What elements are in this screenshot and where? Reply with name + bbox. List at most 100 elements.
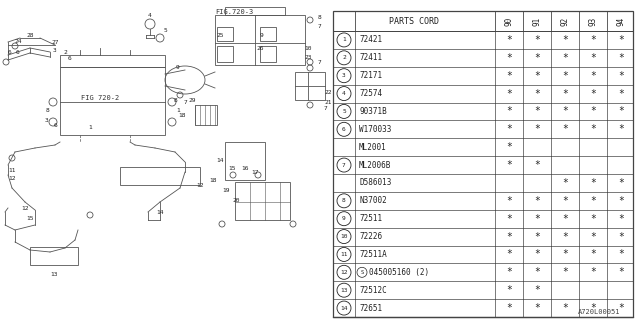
- Text: *: *: [506, 249, 512, 260]
- Text: 22: 22: [324, 90, 332, 94]
- Text: 25: 25: [216, 33, 224, 37]
- Text: *: *: [618, 107, 624, 116]
- Text: 15: 15: [26, 215, 34, 220]
- Text: 6: 6: [53, 123, 57, 127]
- Text: 93: 93: [589, 16, 598, 26]
- Text: *: *: [506, 160, 512, 170]
- Text: *: *: [506, 303, 512, 313]
- Text: *: *: [534, 303, 540, 313]
- Text: 2: 2: [63, 50, 67, 54]
- Text: *: *: [506, 107, 512, 116]
- Text: 9: 9: [342, 216, 346, 221]
- Text: 72512C: 72512C: [359, 286, 387, 295]
- Text: *: *: [590, 249, 596, 260]
- Text: 72226: 72226: [359, 232, 382, 241]
- Text: 91: 91: [532, 16, 541, 26]
- Text: *: *: [562, 249, 568, 260]
- Bar: [260, 27, 276, 41]
- Text: *: *: [590, 35, 596, 45]
- Text: *: *: [590, 178, 596, 188]
- Text: 8: 8: [318, 14, 322, 20]
- Text: 1: 1: [176, 108, 180, 113]
- Text: 1: 1: [342, 37, 346, 43]
- Text: *: *: [590, 107, 596, 116]
- Text: PARTS CORD: PARTS CORD: [389, 17, 439, 26]
- Bar: [215, 15, 305, 65]
- Text: 26: 26: [256, 45, 264, 51]
- Text: *: *: [534, 267, 540, 277]
- Text: 7: 7: [318, 23, 322, 28]
- Text: *: *: [506, 124, 512, 134]
- Text: S: S: [360, 270, 364, 275]
- Bar: [217, 46, 233, 62]
- Text: *: *: [506, 196, 512, 206]
- Text: *: *: [534, 232, 540, 242]
- Text: 8: 8: [46, 108, 50, 113]
- Text: 72511A: 72511A: [359, 250, 387, 259]
- Text: 11: 11: [340, 252, 348, 257]
- Text: 6: 6: [68, 55, 72, 60]
- Text: *: *: [534, 196, 540, 206]
- Text: 8: 8: [173, 98, 177, 102]
- Bar: [60, 67, 165, 135]
- Text: A720L00051: A720L00051: [577, 309, 620, 315]
- Bar: [225, 7, 285, 15]
- Text: 6: 6: [8, 50, 12, 54]
- Text: 9: 9: [176, 65, 180, 69]
- Text: *: *: [534, 71, 540, 81]
- Text: *: *: [506, 142, 512, 152]
- Text: 13: 13: [340, 288, 348, 293]
- Text: *: *: [590, 232, 596, 242]
- Text: *: *: [590, 89, 596, 99]
- Text: 11: 11: [8, 167, 16, 172]
- Text: *: *: [618, 214, 624, 224]
- Text: *: *: [562, 196, 568, 206]
- Text: *: *: [506, 35, 512, 45]
- Text: *: *: [590, 267, 596, 277]
- Text: *: *: [562, 53, 568, 63]
- Bar: [235, 182, 290, 220]
- Text: 72651: 72651: [359, 304, 382, 313]
- Text: *: *: [590, 124, 596, 134]
- Text: 90371B: 90371B: [359, 107, 387, 116]
- Text: *: *: [534, 35, 540, 45]
- Text: 5: 5: [163, 28, 167, 33]
- Text: *: *: [590, 303, 596, 313]
- Text: *: *: [590, 214, 596, 224]
- Text: 5: 5: [342, 109, 346, 114]
- Text: 20: 20: [232, 197, 240, 203]
- Text: 10: 10: [304, 45, 312, 51]
- Text: *: *: [506, 267, 512, 277]
- Text: 14: 14: [216, 157, 224, 163]
- Text: *: *: [506, 232, 512, 242]
- Text: *: *: [618, 303, 624, 313]
- Text: 4: 4: [148, 12, 152, 18]
- Text: 21: 21: [324, 100, 332, 105]
- Text: *: *: [562, 71, 568, 81]
- Text: *: *: [618, 178, 624, 188]
- Text: *: *: [534, 53, 540, 63]
- Bar: [30, 247, 78, 265]
- Text: *: *: [534, 89, 540, 99]
- Text: 18: 18: [179, 113, 186, 117]
- Text: ML2006B: ML2006B: [359, 161, 392, 170]
- Text: 1: 1: [88, 124, 92, 130]
- Text: 14: 14: [340, 306, 348, 311]
- Text: *: *: [618, 71, 624, 81]
- Text: *: *: [590, 53, 596, 63]
- Text: *: *: [618, 249, 624, 260]
- Text: 28: 28: [26, 33, 34, 37]
- Text: 7: 7: [318, 60, 322, 65]
- Text: *: *: [562, 89, 568, 99]
- Text: *: *: [506, 89, 512, 99]
- Text: 12: 12: [196, 182, 204, 188]
- Text: 6: 6: [342, 127, 346, 132]
- Text: 72171: 72171: [359, 71, 382, 80]
- Text: 17: 17: [252, 170, 259, 174]
- Text: 14: 14: [156, 210, 164, 214]
- Text: 72411: 72411: [359, 53, 382, 62]
- Bar: [195, 105, 217, 125]
- Text: *: *: [534, 214, 540, 224]
- Text: 3: 3: [342, 73, 346, 78]
- Text: *: *: [562, 232, 568, 242]
